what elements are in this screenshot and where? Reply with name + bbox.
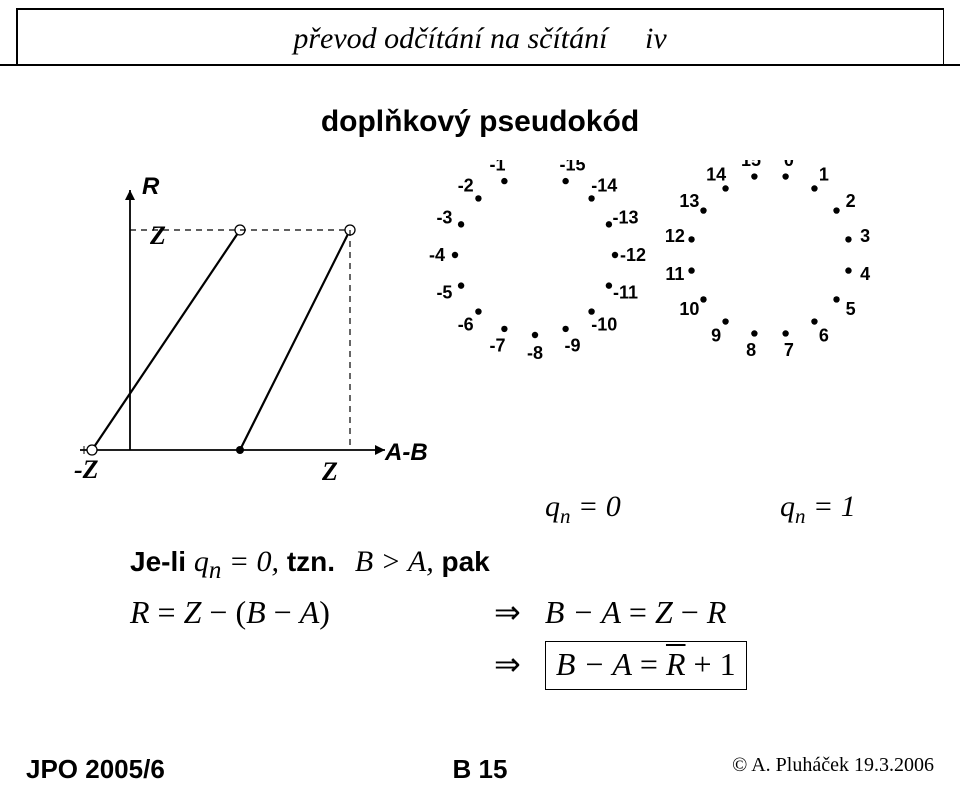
circle1-dot bbox=[532, 332, 538, 338]
math-text: pak bbox=[441, 546, 489, 577]
circle2-dot bbox=[833, 296, 839, 302]
circle1-dot bbox=[501, 326, 507, 332]
circle2-dot bbox=[700, 207, 706, 213]
circle2-label: 10 bbox=[679, 299, 699, 319]
circle2-dot bbox=[811, 318, 817, 324]
circle1-label: -12 bbox=[620, 245, 646, 265]
qn-0-label: qn = 0 bbox=[545, 490, 621, 529]
circle2-label: 0 bbox=[784, 160, 794, 170]
footer: JPO 2005/6 B 15 © A. Pluháček 19.3.2006 bbox=[0, 754, 960, 790]
circle2-label: 14 bbox=[706, 164, 726, 184]
circle2-dot bbox=[688, 236, 694, 242]
circle2-label: 8 bbox=[746, 340, 756, 360]
math-line-1: Je-li qn = 0, tzn. B > A, pak bbox=[130, 545, 850, 585]
circle2-label: 4 bbox=[860, 264, 870, 284]
circle2-dot bbox=[782, 173, 788, 179]
circle1-label: -14 bbox=[591, 176, 617, 196]
circle1-label: -9 bbox=[564, 336, 580, 356]
header-title: převod odčítání na sčítání bbox=[293, 22, 607, 55]
label-Z-top: Z bbox=[149, 221, 166, 250]
circle1-label: -11 bbox=[613, 283, 638, 303]
circle2-label: 12 bbox=[665, 226, 685, 246]
math-lhs: R = Z − (B − A) bbox=[130, 594, 470, 631]
circle1-dot bbox=[562, 178, 568, 184]
subtitle: doplňkový pseudokód bbox=[0, 105, 960, 139]
circle1-dot bbox=[452, 252, 458, 258]
page: převod odčítání na sčítání iv doplňkový … bbox=[0, 0, 960, 810]
circle2-dot bbox=[845, 236, 851, 242]
circle2-dot bbox=[782, 330, 788, 336]
qn-1-label: qn = 1 bbox=[780, 490, 856, 529]
r-overline: R bbox=[666, 646, 686, 682]
circle2-label: 2 bbox=[846, 191, 856, 211]
circle1-label: -15 bbox=[559, 160, 585, 174]
arrow-icon: ⇒ bbox=[494, 594, 521, 630]
circle2-label: 6 bbox=[819, 326, 829, 346]
math-expr: B > A, bbox=[355, 545, 434, 578]
circle1-label: -3 bbox=[436, 207, 452, 227]
circle2-dot bbox=[700, 296, 706, 302]
circle2-dot bbox=[845, 267, 851, 273]
boxed-result: B − A = R + 1 bbox=[545, 641, 747, 690]
frame-top bbox=[16, 8, 944, 10]
math-text: tzn. bbox=[287, 546, 335, 577]
circle1-dot bbox=[501, 178, 507, 184]
label-R: R bbox=[142, 173, 160, 200]
page-header: převod odčítání na sčítání iv bbox=[0, 22, 960, 56]
circle2-dot bbox=[688, 267, 694, 273]
circle1-label: -6 bbox=[458, 314, 474, 334]
footer-right: © A. Pluháček 19.3.2006 bbox=[732, 754, 934, 777]
label-neg-Z: -Z bbox=[74, 455, 99, 484]
circle2-label: 5 bbox=[846, 299, 856, 319]
header-rule bbox=[0, 64, 960, 66]
math-expr: qn = 0, bbox=[194, 545, 279, 578]
circle1-dot bbox=[562, 326, 568, 332]
circle1-dot bbox=[475, 308, 481, 314]
circle2-label: 3 bbox=[860, 226, 870, 246]
circle1-label: -2 bbox=[458, 176, 474, 196]
circle1-label: -10 bbox=[591, 314, 617, 334]
circle1-label: -7 bbox=[489, 336, 505, 356]
figure-area: RZ-ZZA-B-1-2-3-4-5-6-7-8-9-10-11-12-13-1… bbox=[60, 160, 900, 500]
circle2-dot bbox=[751, 330, 757, 336]
circle2-label: 11 bbox=[665, 264, 684, 284]
math-line-3: ⇒ B − A = R + 1 bbox=[130, 641, 850, 690]
circle2-dot bbox=[811, 185, 817, 191]
circle2-label: 15 bbox=[741, 160, 761, 170]
header-page-number: iv bbox=[645, 22, 667, 55]
math-block: Je-li qn = 0, tzn. B > A, pak R = Z − (B… bbox=[130, 545, 850, 698]
circle1-dot bbox=[606, 282, 612, 288]
math-rhs: B − A bbox=[545, 594, 621, 630]
math-line-2: R = Z − (B − A) ⇒ B − A = Z − R bbox=[130, 593, 850, 631]
figure-svg: RZ-ZZA-B-1-2-3-4-5-6-7-8-9-10-11-12-13-1… bbox=[60, 160, 900, 500]
arrow-icon: ⇒ bbox=[494, 646, 521, 682]
circle1-dot bbox=[475, 195, 481, 201]
circle2-label: 7 bbox=[784, 340, 794, 360]
circle1-dot bbox=[588, 195, 594, 201]
circle2-label: 13 bbox=[679, 191, 699, 211]
label-AB: A-B bbox=[384, 439, 428, 466]
circle2-label: 9 bbox=[711, 326, 721, 346]
label-Z-bot: Z bbox=[321, 457, 338, 486]
circle1-dot bbox=[612, 252, 618, 258]
circle2-dot bbox=[722, 185, 728, 191]
circle2-dot bbox=[751, 173, 757, 179]
circle1-dot bbox=[458, 221, 464, 227]
circle1-dot bbox=[458, 282, 464, 288]
circle1-dot bbox=[606, 221, 612, 227]
circle1-label: -8 bbox=[527, 343, 543, 363]
circle2-dot bbox=[833, 207, 839, 213]
circle1-label: -4 bbox=[429, 245, 445, 265]
math-text: Je-li bbox=[130, 546, 194, 577]
circle1-label: -1 bbox=[489, 160, 505, 174]
circle2-label: 1 bbox=[819, 164, 829, 184]
circle2-dot bbox=[722, 318, 728, 324]
circle1-label: -5 bbox=[436, 283, 452, 303]
circle1-label: -13 bbox=[613, 207, 639, 227]
